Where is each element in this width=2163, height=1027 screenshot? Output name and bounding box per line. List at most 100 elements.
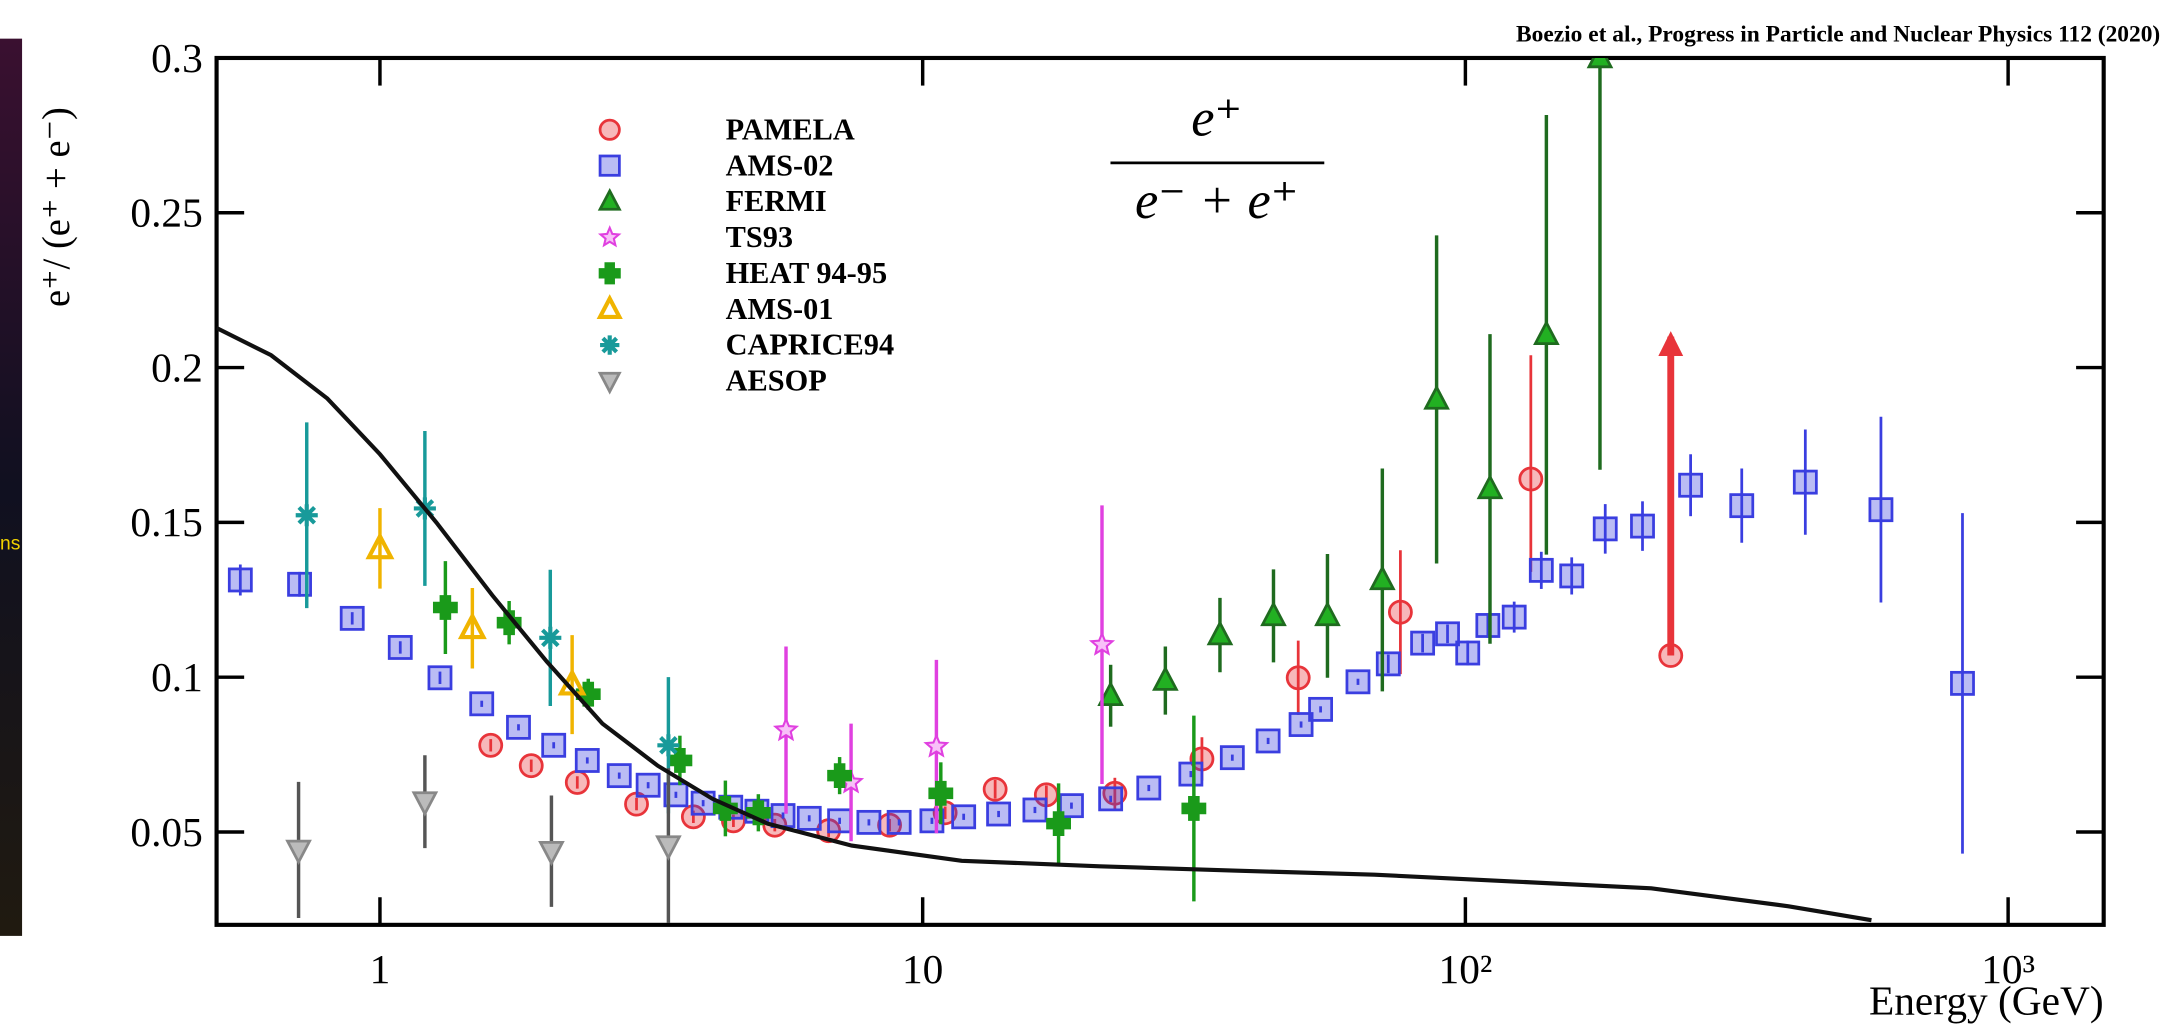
y-axis-label: e⁺/ (e⁺ + e⁻) [36,107,78,307]
data-point [667,748,693,773]
data-point [457,611,487,640]
data-point [1559,563,1585,589]
data-point [1152,665,1179,691]
data-point [506,714,531,740]
data-point [1206,619,1234,646]
data-point [539,626,562,649]
data-point [1178,761,1204,787]
data-point [827,763,853,789]
data-point [295,504,318,527]
data-point [564,770,590,795]
data-point [1533,319,1560,345]
y-tick-label: 0.1 [151,654,203,700]
data-point [1022,797,1048,823]
data-point [986,801,1012,827]
data-point [877,812,902,838]
data-point [1387,599,1413,625]
data-point [1285,665,1311,691]
data-point [227,567,253,593]
source-note: Boezio et al., Progress in Particle and … [1516,21,2160,47]
data-point [923,732,950,758]
data-point [928,780,954,806]
data-point [1592,516,1618,542]
y-tick-label: 0.05 [130,809,202,855]
data-point [1255,728,1281,754]
data-point [951,804,977,830]
legend-marker [597,225,622,248]
data-point [432,595,458,620]
y-tick-label: 0.3 [151,35,203,81]
data-point [657,734,680,757]
legend-marker [596,294,623,320]
plot-frame [214,55,2106,927]
x-tick-label: 10² [1439,946,1493,992]
data-point [1308,696,1334,722]
data-point [663,782,689,808]
legend-label: FERMI [726,184,827,218]
data-point [1088,630,1116,656]
legend-label: AESOP [726,364,827,398]
legend-marker [598,154,621,177]
data-point [1528,557,1554,583]
legend-label: TS93 [726,220,793,254]
legend-marker [598,262,621,285]
legend-label: HEAT 94-95 [726,256,888,290]
data-point [411,791,439,817]
data-point [1046,811,1071,837]
data-point [770,803,796,828]
data-point [1423,384,1450,410]
data-point [1630,513,1655,539]
data-point [575,681,601,707]
data-point [1410,630,1436,656]
data-point [1375,651,1401,677]
x-tick-label: 10³ [1981,946,2035,992]
data-point [635,772,661,798]
data-point [538,840,565,867]
data-point [285,839,312,866]
data-point [478,732,504,758]
data-point [856,809,882,835]
x-tick-label: 10 [902,946,943,992]
data-point [1260,600,1287,627]
data-point [606,763,632,789]
legend-label: PAMELA [726,112,855,146]
data-point [1792,469,1818,495]
data-point [1455,640,1481,666]
data-point [1369,564,1396,591]
data-point [387,635,413,660]
data-point [1181,796,1207,821]
y-tick-label: 0.2 [151,344,203,390]
data-point [982,776,1008,802]
data-point [1219,745,1245,771]
data-point [1288,712,1314,737]
data-point [1950,670,1975,696]
y-tick-label: 0.25 [130,190,202,236]
data-point [796,805,822,831]
left-strip-text: ns [0,533,20,554]
data-point [886,809,912,835]
y-tick-label: 0.15 [130,499,202,545]
formula-denominator: e⁻ + e⁺ [1135,172,1298,230]
limit-arrow [1658,331,1684,356]
data-point [712,796,738,821]
data-point [745,800,771,826]
data-point [655,835,682,861]
data-point [1059,793,1084,819]
data-point [1475,613,1501,638]
data-point [518,753,544,779]
data-point [1729,493,1755,519]
data-point [1435,621,1460,647]
data-point [1518,466,1544,492]
data-point [469,691,495,717]
legend-label: AMS-01 [726,292,834,326]
data-point [541,732,567,758]
data-point [1098,786,1124,812]
data-point [339,605,365,631]
data-point [427,665,453,691]
plot-area [216,57,1975,923]
data-point [574,748,600,773]
data-point [1658,643,1684,668]
legend-marker [600,335,620,355]
legend-marker [597,371,622,395]
data-point [1586,57,1614,69]
